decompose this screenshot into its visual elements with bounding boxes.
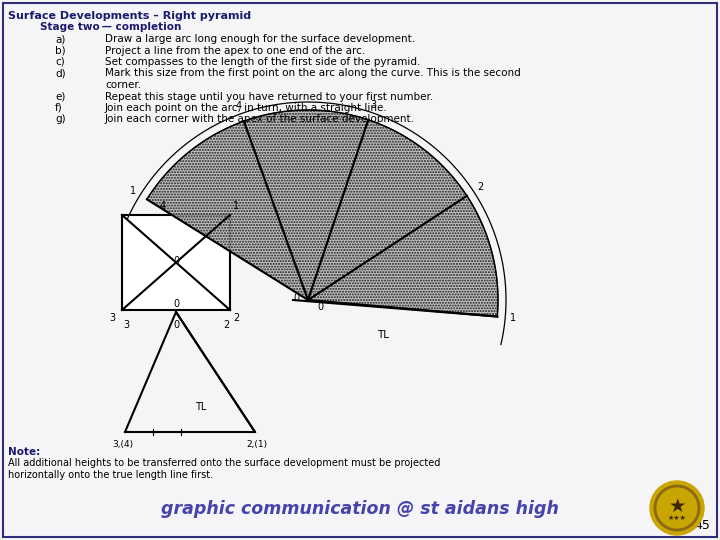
Text: 0: 0 <box>173 255 179 266</box>
Text: 0: 0 <box>173 299 179 309</box>
Text: Repeat this stage until you have returned to your first number.: Repeat this stage until you have returne… <box>105 91 433 102</box>
Polygon shape <box>147 121 308 300</box>
Polygon shape <box>308 120 467 300</box>
Circle shape <box>659 490 695 526</box>
Text: 2: 2 <box>223 320 229 330</box>
Text: a): a) <box>55 34 66 44</box>
Text: 1: 1 <box>130 186 136 196</box>
Text: 0: 0 <box>293 293 299 303</box>
Text: Set compasses to the length of the first side of the pyramid.: Set compasses to the length of the first… <box>105 57 420 67</box>
Text: Note:: Note: <box>8 447 40 457</box>
Bar <box>122 215 230 310</box>
Text: e): e) <box>55 91 66 102</box>
Polygon shape <box>244 110 369 300</box>
Text: 2: 2 <box>233 313 239 323</box>
Text: d): d) <box>55 69 66 78</box>
Text: ★: ★ <box>668 496 685 516</box>
Text: 45: 45 <box>694 519 710 532</box>
Text: Project a line from the apex to one end of the arc.: Project a line from the apex to one end … <box>105 45 365 56</box>
Polygon shape <box>308 196 498 316</box>
Text: 0: 0 <box>317 302 323 312</box>
Text: 3,(4): 3,(4) <box>112 440 134 449</box>
Text: f): f) <box>55 103 63 113</box>
Text: 0: 0 <box>173 320 179 330</box>
Text: 1: 1 <box>233 201 239 211</box>
Text: 4: 4 <box>160 201 166 211</box>
Text: 3: 3 <box>109 313 115 323</box>
Text: 2,(1): 2,(1) <box>246 440 268 449</box>
Text: g): g) <box>55 114 66 125</box>
Text: corner.: corner. <box>105 80 141 90</box>
Text: 3: 3 <box>123 320 129 330</box>
Text: c): c) <box>55 57 65 67</box>
Text: b): b) <box>55 45 66 56</box>
Text: TL: TL <box>195 402 207 412</box>
Text: Surface Developments – Right pyramid: Surface Developments – Right pyramid <box>8 11 251 21</box>
Text: horizontally onto the true length line first.: horizontally onto the true length line f… <box>8 470 213 480</box>
Text: All additional heights to be transferred onto the surface development must be pr: All additional heights to be transferred… <box>8 458 441 469</box>
Text: TL: TL <box>377 330 389 340</box>
Text: Join each corner with the apex of the surface development.: Join each corner with the apex of the su… <box>105 114 415 125</box>
Text: — completion: — completion <box>98 23 181 32</box>
Text: 3: 3 <box>370 100 377 110</box>
Text: 1: 1 <box>510 313 516 323</box>
Text: ★★★: ★★★ <box>667 515 686 521</box>
Text: 4: 4 <box>235 101 241 111</box>
Text: Join each point on the arc, in turn, with a straight line.: Join each point on the arc, in turn, wit… <box>105 103 388 113</box>
Text: Stage two: Stage two <box>40 23 100 32</box>
Circle shape <box>650 481 704 535</box>
Text: graphic communication @ st aidans high: graphic communication @ st aidans high <box>161 500 559 518</box>
Text: Draw a large arc long enough for the surface development.: Draw a large arc long enough for the sur… <box>105 34 415 44</box>
Text: 2: 2 <box>477 182 483 192</box>
Text: Mark this size from the first point on the arc along the curve. This is the seco: Mark this size from the first point on t… <box>105 69 521 78</box>
